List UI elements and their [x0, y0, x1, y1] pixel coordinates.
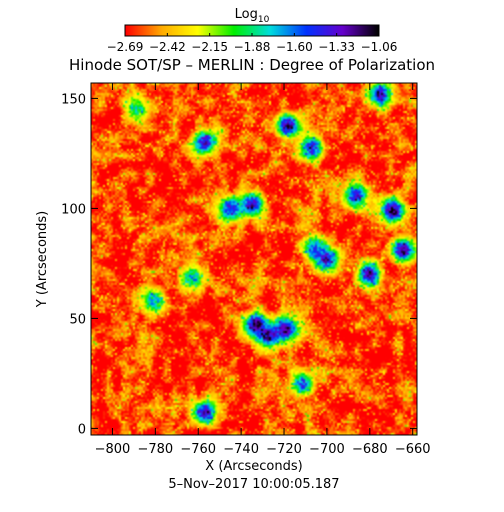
x-tick-label: −720 [266, 442, 302, 457]
colorbar-gradient [125, 25, 379, 36]
colorbar-tick-label: −2.69 [107, 40, 144, 54]
x-tick-label: −660 [395, 442, 431, 457]
x-tick-label: −700 [309, 442, 345, 457]
colorbar-tick-label: −1.60 [276, 40, 313, 54]
colorbar-label: Log10 [235, 7, 270, 25]
heatmap-image [91, 83, 417, 435]
x-tick-label: −780 [137, 442, 173, 457]
y-axis-label: Y (Arcseconds) [35, 211, 50, 308]
colorbar-tick-label: −2.42 [149, 40, 186, 54]
x-tick-label: −680 [352, 442, 388, 457]
y-axis-ticks: 0 50 100 150 [61, 92, 417, 437]
x-axis-ticks: −800 −780 −760 −740 −720 −700 −680 −660 [95, 83, 431, 457]
x-axis-label: X (Arcseconds) [205, 459, 302, 474]
colorbar-tick-label: −1.33 [318, 40, 355, 54]
y-tick-label: 150 [61, 92, 86, 107]
y-tick-label: 50 [69, 312, 86, 327]
y-tick-label: 100 [61, 202, 86, 217]
x-tick-label: −800 [95, 442, 131, 457]
x-tick-label: −760 [180, 442, 216, 457]
date-stamp: 5–Nov–2017 10:00:05.187 [168, 477, 339, 492]
colorbar-tick-label: −1.06 [361, 40, 398, 54]
plot-frame [90, 82, 418, 436]
y-tick-label: 0 [78, 422, 86, 437]
colorbar-tick-marks [124, 33, 380, 36]
chart-title: Hinode SOT/SP – MERLIN : Degree of Polar… [69, 56, 435, 74]
colorbar-tick-labels: −2.69 −2.42 −2.15 −1.88 −1.60 −1.33 −1.06 [107, 40, 398, 54]
colorbar-tick-label: −2.15 [191, 40, 228, 54]
x-tick-label: −740 [223, 442, 259, 457]
colorbar-tick-label: −1.88 [234, 40, 271, 54]
